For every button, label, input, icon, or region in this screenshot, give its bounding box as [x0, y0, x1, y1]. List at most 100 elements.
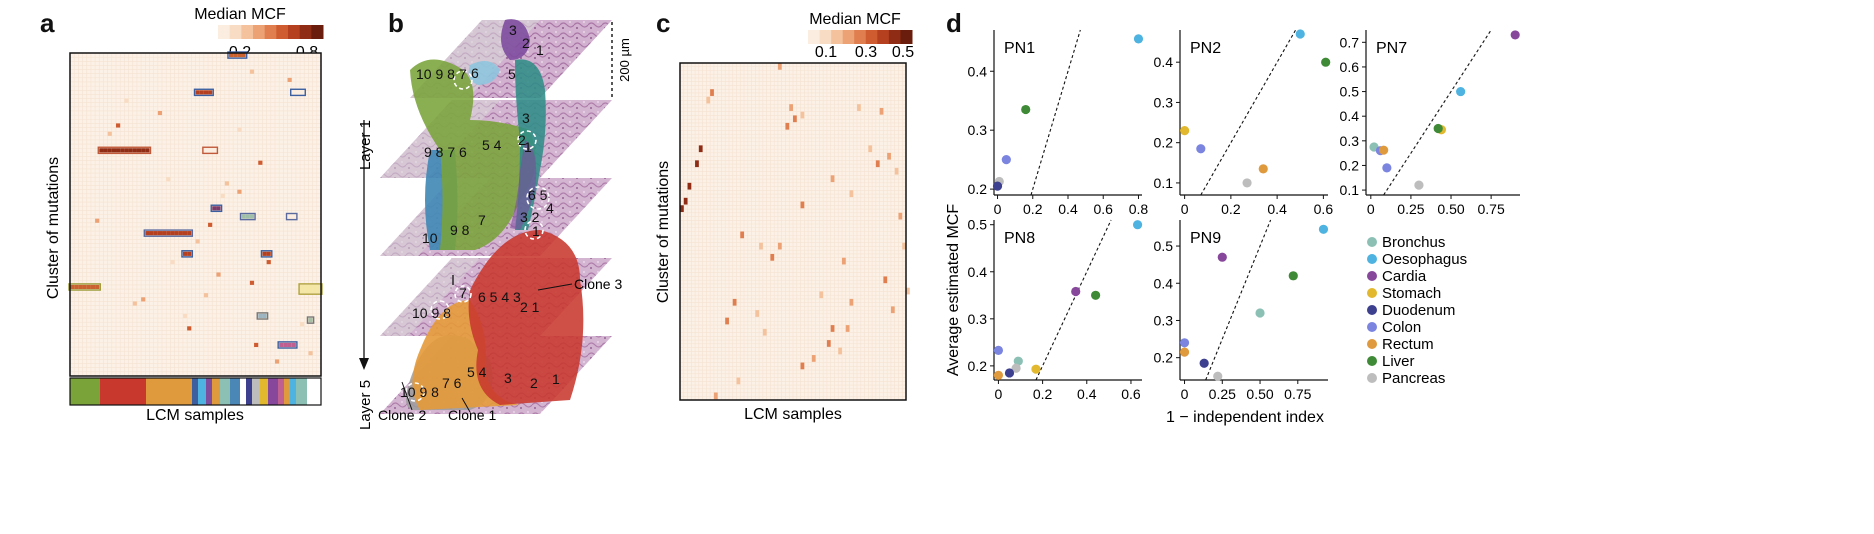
colorbar-swatch — [218, 25, 231, 39]
heatmap-cell — [166, 177, 171, 182]
heatmap-cell — [162, 231, 167, 236]
scatter-point-duodenum — [992, 181, 1003, 191]
ylabel-d: Average estimated MCF — [945, 204, 962, 376]
heatmap-cell — [199, 90, 204, 95]
heatmap-cell — [70, 284, 75, 290]
clone-1-label: Clone 1 — [448, 407, 496, 423]
scatter-plot-pn2: 0.1 0.2 0.3 0.4 0 0.2 0.4 0.6 PN2 — [1154, 29, 1333, 217]
heatmap-cell — [898, 212, 903, 220]
scatter-point-colon — [1196, 144, 1206, 154]
identity-line — [1035, 219, 1112, 381]
scatter-point-cardia — [1510, 30, 1520, 40]
colorbar-swatch — [288, 25, 301, 39]
xtick-label: 0.50 — [1437, 201, 1464, 217]
sample-num-l5-orange-b: 7 6 — [442, 375, 462, 391]
heatmap-cell — [308, 284, 313, 290]
tissue-segment — [260, 378, 268, 405]
heatmap-cell — [695, 160, 699, 168]
heatmap-cell — [203, 148, 209, 153]
legend-label: Duodenum — [1382, 302, 1455, 319]
sample-num-l2-green-a: 9 8 7 6 — [424, 144, 467, 160]
heatmap-cell — [182, 313, 188, 319]
legend-marker — [1367, 254, 1377, 264]
heatmap-cell — [111, 148, 117, 153]
scatter-point-oesophagus — [1132, 220, 1143, 230]
clone-green-region — [410, 59, 536, 250]
legend-marker — [1367, 237, 1377, 247]
scatter-point-oesophagus — [1318, 224, 1329, 234]
xlabel-d: 1 − independent index — [1166, 409, 1324, 426]
heatmap-cell — [875, 160, 880, 168]
heatmap-cell — [237, 189, 242, 194]
legend-label: Stomach — [1382, 285, 1441, 302]
heatmap-cell — [890, 306, 895, 314]
heatmap-cell — [74, 284, 79, 290]
heatmap-cell — [187, 231, 192, 236]
heatmap-cell — [304, 284, 309, 290]
heatmap-cell — [887, 152, 891, 160]
scatter-plot-pn7: 0.1 0.2 0.3 0.4 0.5 0.6 0.7 0 0.25 0.50 0.75 PN7 — [1340, 29, 1520, 217]
heatmap-cell — [120, 148, 125, 153]
scatter-plot-pn8: 0.2 0.3 0.4 0.5 0 0.2 0.4 0.6 PN8 — [968, 217, 1143, 402]
scatter-point-oesophagus — [1456, 86, 1466, 97]
identity-line — [1030, 29, 1081, 196]
colorbar-swatch — [276, 25, 289, 39]
xtick-label: 0.2 — [1033, 386, 1053, 402]
scatter-point-cardia — [1217, 252, 1227, 262]
scatter-point-colon — [1001, 155, 1011, 165]
heatmap-cell — [208, 222, 213, 227]
sample-num-l3-green-10: 10 — [422, 230, 438, 246]
heatmap-a-frame — [69, 52, 322, 377]
panel-b-3d-reconstruction: 10 9 8 7 6 5 3 2 1 9 8 7 6 5 4 3 2 1 10 … — [357, 19, 632, 430]
colorbar-swatch — [819, 30, 832, 44]
colorbar-a — [218, 25, 324, 39]
heatmap-cell — [283, 342, 288, 348]
heatmap-cell — [216, 272, 221, 277]
xtick-label: 0 — [994, 201, 1002, 217]
sample-num-l3-circle-32: 3 2 — [520, 209, 540, 225]
heatmap-cell — [826, 340, 831, 347]
colorbar-title: Median MCF — [194, 6, 286, 23]
ytick-label: 0.2 — [1154, 135, 1174, 151]
heatmap-cell — [258, 313, 263, 319]
heatmap-cell — [687, 182, 692, 190]
heatmap-cell — [845, 325, 850, 332]
ytick-label: 0.5 — [1340, 84, 1360, 100]
tissue-segment — [206, 378, 212, 405]
tissue-segment — [230, 378, 240, 405]
heatmap-cell — [212, 206, 217, 211]
identity-line — [1200, 29, 1297, 196]
tissue-segment — [146, 378, 192, 405]
heatmap-cell — [713, 392, 718, 400]
scatter-title: PN8 — [1004, 230, 1035, 247]
heatmap-cell — [732, 298, 737, 306]
colorbar-swatch — [253, 25, 266, 39]
scatter-point-rectum — [1379, 145, 1389, 155]
sample-num-l5-red-1: 1 — [552, 371, 560, 387]
colorbar-swatch — [241, 25, 254, 39]
heatmap-cell — [295, 90, 301, 95]
tissue-segment — [192, 378, 198, 405]
xtick-label: 0.2 — [1221, 201, 1241, 217]
heatmap-cell — [124, 148, 129, 153]
heatmap-cell — [237, 53, 242, 58]
xtick-label: 0.4 — [1058, 201, 1078, 217]
heatmap-cell — [124, 98, 129, 103]
heatmap-cell — [312, 289, 317, 294]
heatmap-cell — [740, 231, 745, 239]
heatmap-cell — [300, 284, 305, 290]
heatmap-cell — [811, 355, 816, 362]
identity-line — [1205, 219, 1272, 381]
heatmap-cell — [237, 127, 242, 132]
legend-marker — [1367, 373, 1377, 383]
heatmap-cell — [208, 148, 213, 153]
heatmap-cell — [849, 298, 854, 306]
sample-num-l1-teal: 5 — [508, 66, 516, 82]
scatter-point-pancreas — [1242, 178, 1252, 188]
panel-a-heatmap-figure: Median MCF 0.2 0.8 LCM samples Cluster o… — [45, 6, 324, 424]
colorbar-swatch — [299, 25, 312, 39]
scale-bar-label: 200 µm — [617, 38, 632, 82]
xtick-label: 0.4 — [1077, 386, 1097, 402]
heatmap-cell — [770, 253, 775, 261]
heatmap-cell — [789, 104, 793, 111]
